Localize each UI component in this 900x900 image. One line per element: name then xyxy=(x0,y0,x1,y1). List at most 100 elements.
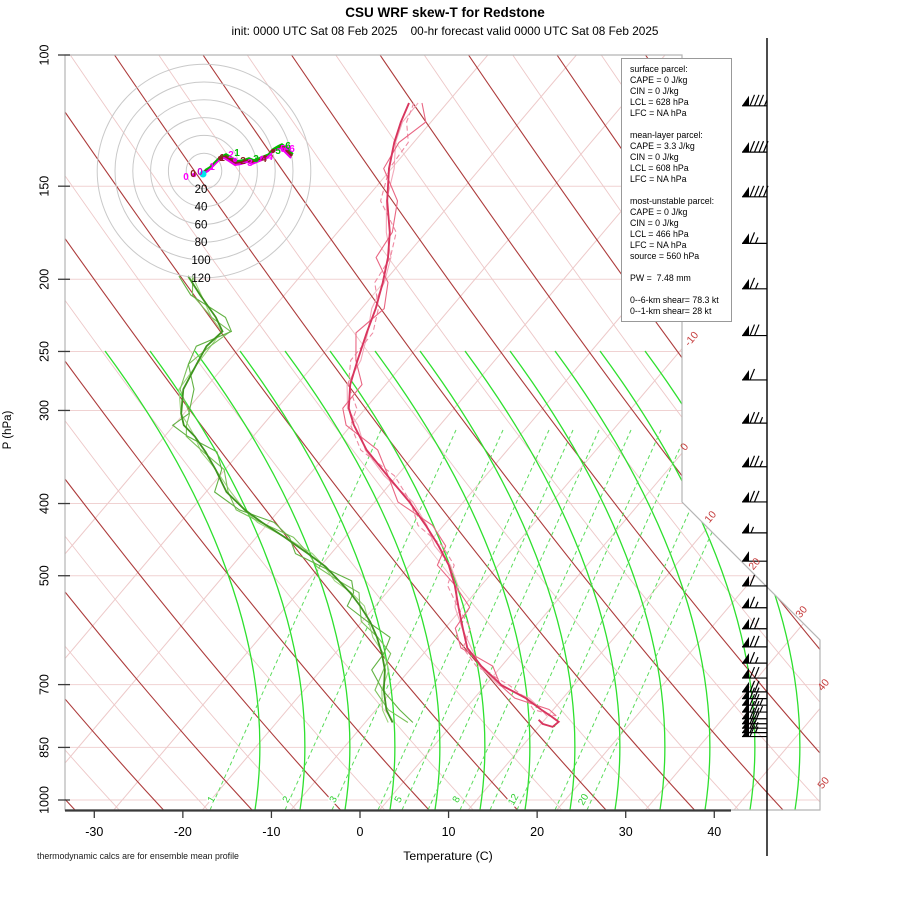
hodograph-height-label: 1 xyxy=(219,153,225,164)
dry-adiabat xyxy=(65,55,164,810)
footnote-text: thermodynamic calcs are for ensemble mea… xyxy=(37,851,239,861)
barb-full xyxy=(749,574,756,587)
hodograph-marker xyxy=(284,145,290,151)
dry-adiabat xyxy=(65,55,474,810)
temperature-member xyxy=(342,102,557,717)
isotherm-label: -10 xyxy=(682,329,701,348)
barb-half xyxy=(759,705,764,713)
temperature-profile xyxy=(347,102,561,728)
dry-adiabat xyxy=(65,55,253,810)
barb-full xyxy=(758,185,765,198)
dry-adiabat xyxy=(65,55,563,810)
barb-full xyxy=(749,94,756,107)
barb-pennant xyxy=(742,325,749,336)
temp-tick-label: -20 xyxy=(174,825,192,839)
wind-barb xyxy=(742,651,767,664)
moist-adiabat xyxy=(194,350,351,810)
barb-full xyxy=(753,140,760,153)
wind-barb xyxy=(742,725,767,738)
pressure-tick-label: 1000 xyxy=(37,786,51,814)
isotherm-label: 30 xyxy=(793,604,810,621)
dry-adiabat xyxy=(291,55,820,810)
moist-adiabat xyxy=(599,350,756,810)
barb-full xyxy=(753,324,760,336)
hodograph-height-label: 4 xyxy=(261,154,267,165)
wind-barb xyxy=(742,94,768,107)
barb-full xyxy=(749,232,756,244)
hodograph-marker xyxy=(218,156,222,160)
pressure-tick-label: 850 xyxy=(37,737,51,758)
barb-pennant xyxy=(742,551,749,562)
isotherm-line xyxy=(645,55,820,810)
barb-full xyxy=(753,635,760,648)
barb-full xyxy=(749,635,756,648)
barb-pennant xyxy=(742,278,749,289)
hodograph-ring-label: 100 xyxy=(191,255,210,267)
dry-adiabat xyxy=(65,55,297,810)
pressure-tick-label: 700 xyxy=(37,674,51,695)
dewpoint-member xyxy=(178,275,390,723)
pressure-tick-label: 400 xyxy=(37,493,51,514)
wind-barb xyxy=(742,574,767,587)
barb-pennant xyxy=(742,636,749,647)
barb-full xyxy=(753,700,760,713)
pressure-tick-label: 100 xyxy=(37,45,51,66)
temp-tick-label: -30 xyxy=(85,825,103,839)
wind-barb xyxy=(742,490,767,503)
barb-pennant xyxy=(742,681,749,692)
dry-adiabat xyxy=(65,55,209,810)
isotherm-line xyxy=(556,55,820,810)
page-title: CSU WRF skew-T for Redstone xyxy=(345,5,545,20)
hodograph-height-label: 4 xyxy=(267,152,273,163)
hodograph-ring xyxy=(150,117,258,225)
dry-adiabat xyxy=(246,55,820,810)
dry-adiabat xyxy=(65,55,120,810)
temp-tick-label: 40 xyxy=(707,825,721,839)
wind-barb xyxy=(742,617,767,630)
dry-adiabat xyxy=(65,55,386,810)
hodograph-height-label: 5 xyxy=(275,146,281,157)
moist-adiabat xyxy=(239,350,396,810)
background-grid xyxy=(65,55,820,810)
wind-barb xyxy=(742,687,767,700)
hodograph-ring-label: 20 xyxy=(195,184,208,196)
hodograph-ring xyxy=(96,63,312,279)
hodograph-height-label: 0 xyxy=(197,167,203,178)
dry-adiabat xyxy=(114,55,695,810)
barb-full xyxy=(749,411,756,424)
mixing-ratio-label: 5 xyxy=(393,794,406,805)
barb-half xyxy=(759,698,764,706)
moist-adiabat xyxy=(419,350,576,810)
x-axis-label: Temperature (C) xyxy=(403,849,493,863)
dewpoint-member xyxy=(171,275,414,723)
isotherm-label: 10 xyxy=(702,509,719,526)
hodograph-height-label: 0 xyxy=(190,169,196,180)
wind-barb xyxy=(742,666,767,679)
temp-tick-label: 10 xyxy=(442,825,456,839)
barb-half xyxy=(759,460,764,467)
storm-motion-dot xyxy=(199,170,207,178)
pressure-tick-label: 500 xyxy=(37,565,51,586)
barb-pennant xyxy=(742,668,749,679)
hodograph-marker xyxy=(248,159,252,163)
barb-full xyxy=(749,725,756,737)
barb-full xyxy=(758,140,765,153)
hodograph-marker xyxy=(271,149,275,153)
isotherm-label: 40 xyxy=(815,677,832,694)
wind-barbs xyxy=(742,94,769,738)
wind-barb xyxy=(742,551,767,562)
barb-full xyxy=(758,94,765,107)
barb-pennant xyxy=(742,575,749,586)
moist-adiabat xyxy=(644,350,801,810)
barb-full xyxy=(749,277,756,290)
axes: -30 -20 -10 0 10 20 30 401001502002503004005007… xyxy=(37,45,731,839)
temp-tick-label: 20 xyxy=(530,825,544,839)
barb-pennant xyxy=(742,186,749,197)
dry-adiabat xyxy=(65,55,518,810)
barb-full xyxy=(749,680,756,693)
barb-half xyxy=(759,416,764,424)
barb-full xyxy=(749,596,756,608)
barb-full xyxy=(753,185,760,198)
hodograph-ring xyxy=(185,152,223,190)
barb-full xyxy=(749,721,756,733)
